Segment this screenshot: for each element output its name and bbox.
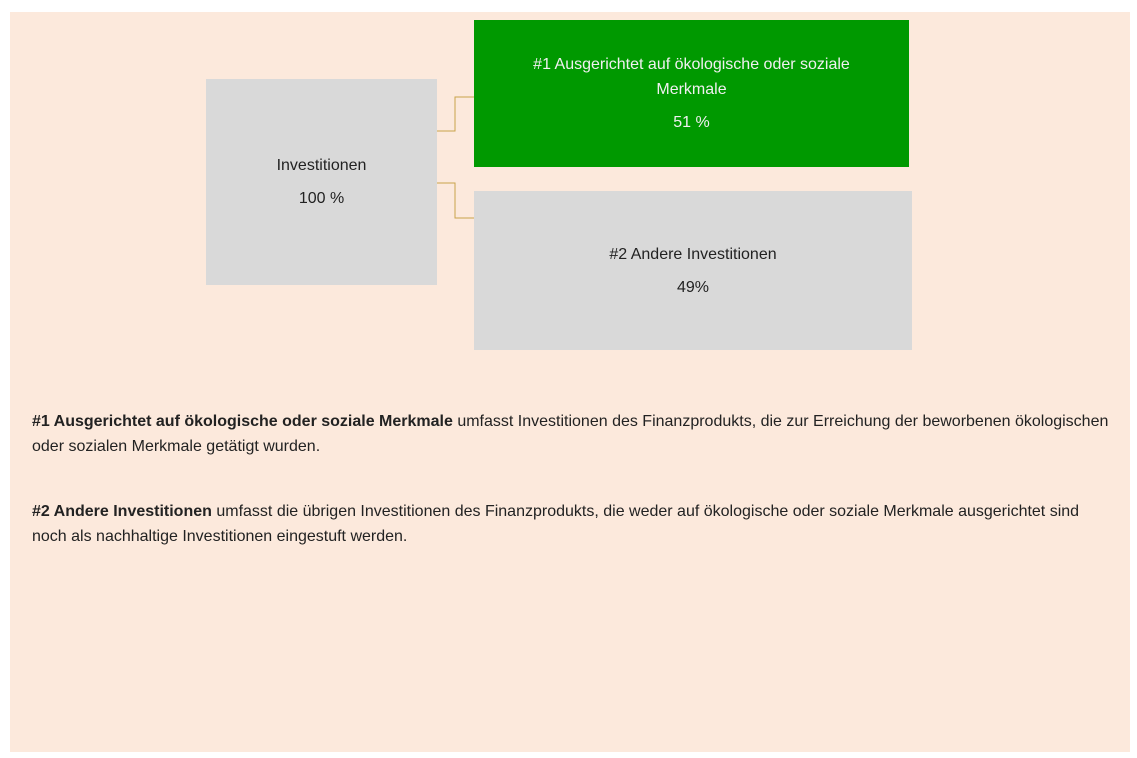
note: #2 Andere Investitionen umfasst die übri… bbox=[32, 499, 1117, 549]
node-value: 49% bbox=[676, 278, 710, 296]
node-box: Investitionen 100 % bbox=[206, 79, 437, 285]
node-label: #2 Andere Investitionen bbox=[609, 245, 777, 263]
node-box: #2 Andere Investitionen 49% bbox=[474, 191, 912, 350]
node-box: #1 Ausgerichtet auf ökologische oder soz… bbox=[474, 20, 909, 167]
note: #1 Ausgerichtet auf ökologische oder soz… bbox=[32, 409, 1117, 459]
node-label: #1 Ausgerichtet auf ökologische oder soz… bbox=[533, 56, 850, 98]
note-text: umfasst Investitionen des Finanzprodukts… bbox=[32, 413, 1109, 455]
connector bbox=[437, 96, 474, 132]
node-label: Investitionen bbox=[276, 157, 367, 174]
note-term: #1 Ausgerichtet auf ökologische oder soz… bbox=[32, 413, 453, 430]
note-text: umfasst die übrigen Investitionen des Fi… bbox=[32, 503, 1080, 545]
node-value: 51 % bbox=[673, 114, 710, 131]
connector bbox=[437, 182, 474, 219]
note-term: #2 Andere Investitionen bbox=[32, 503, 212, 520]
node-value: 100 % bbox=[298, 190, 345, 207]
